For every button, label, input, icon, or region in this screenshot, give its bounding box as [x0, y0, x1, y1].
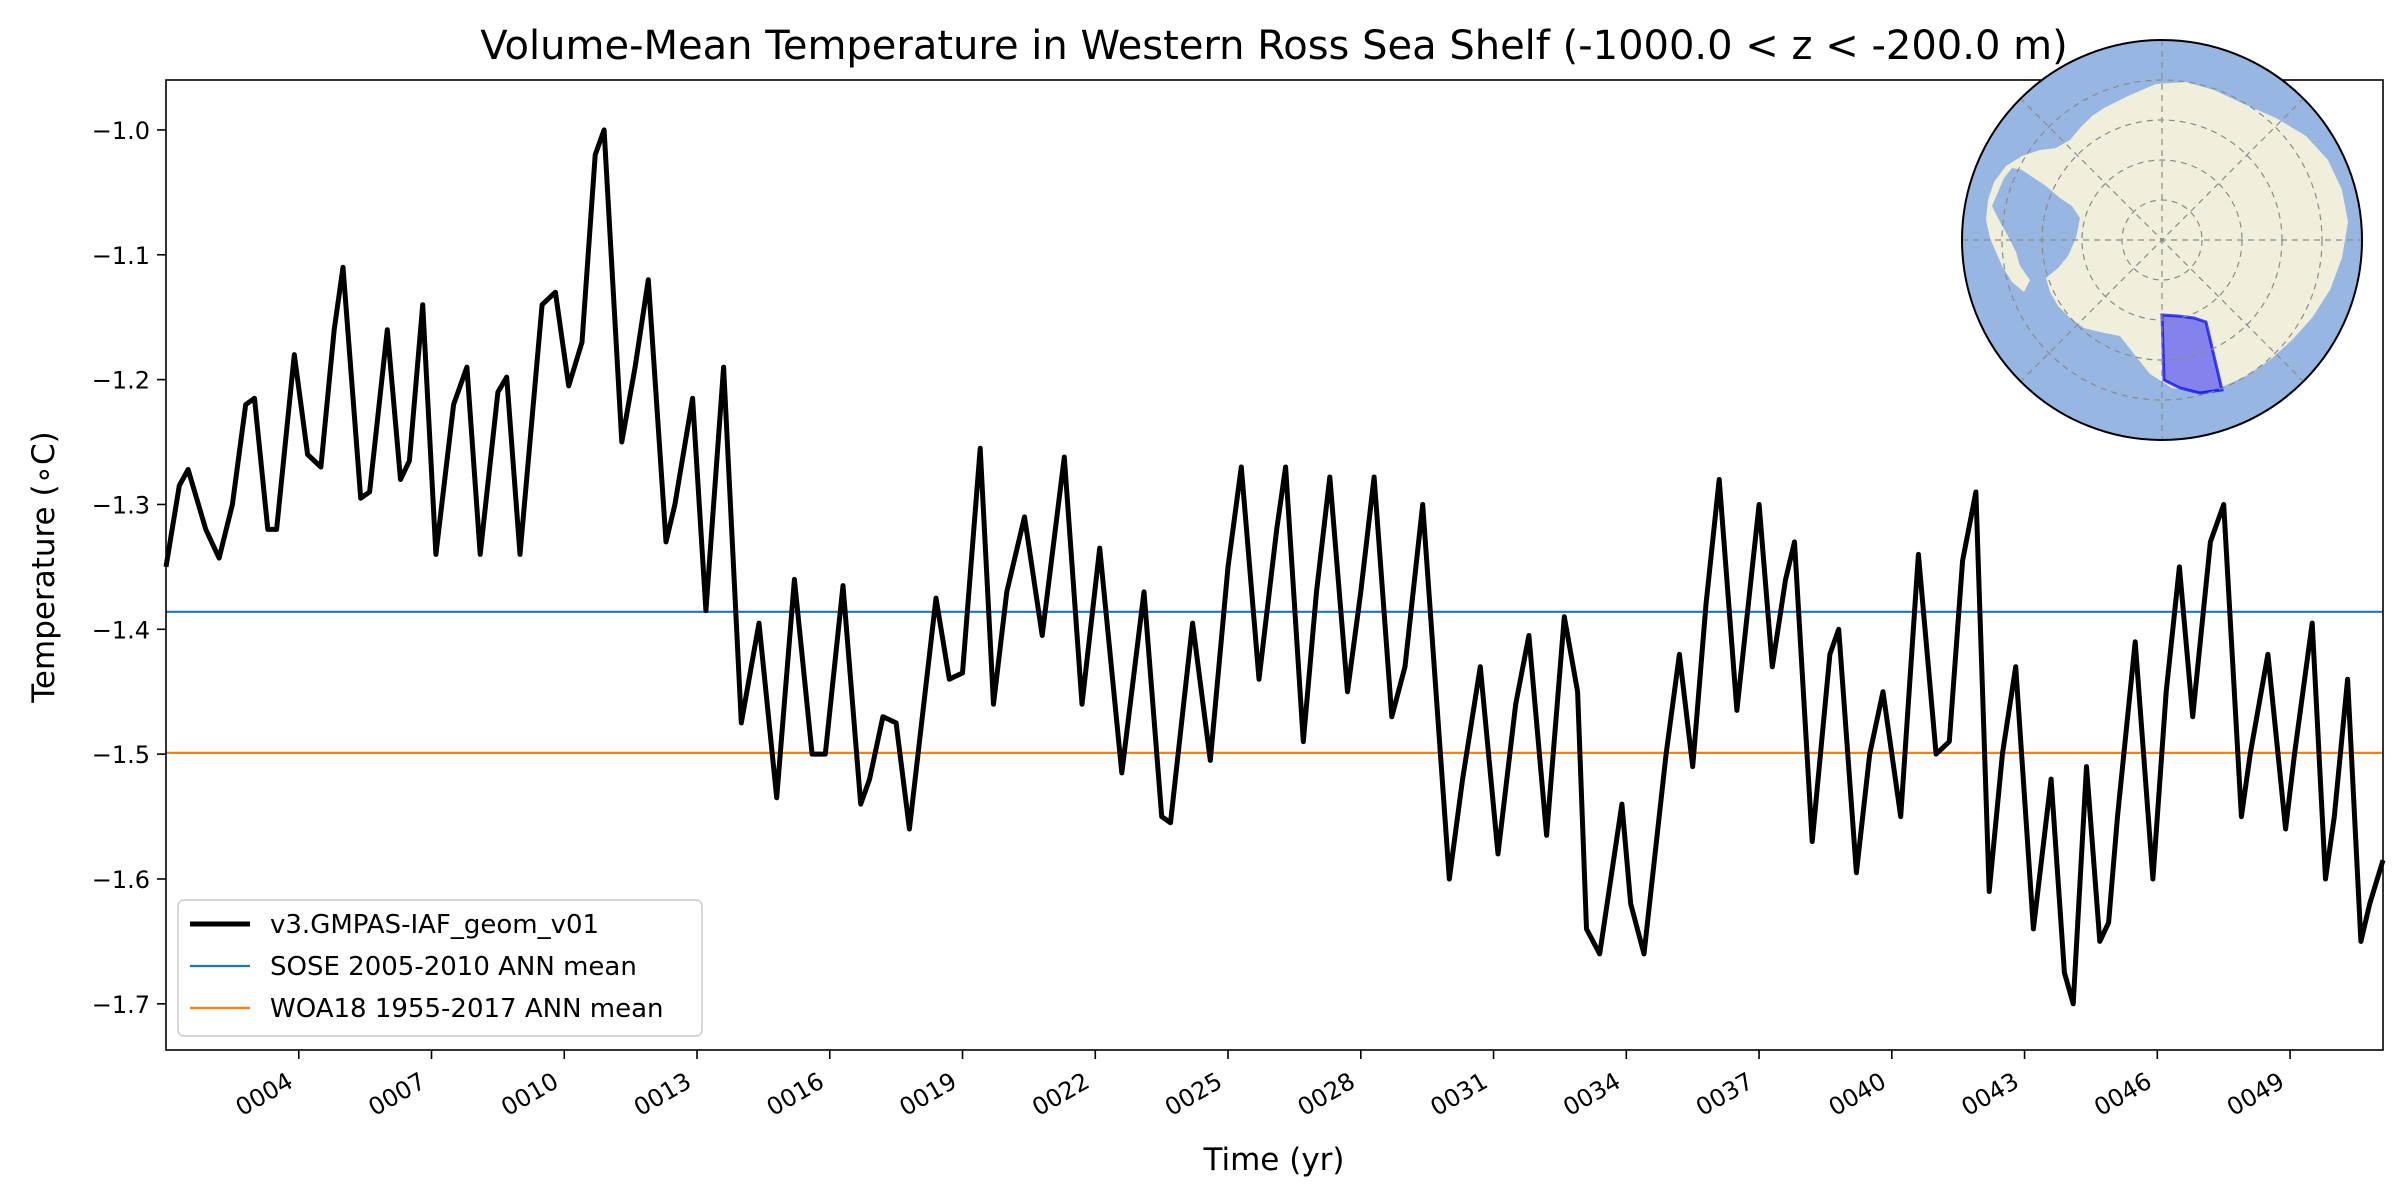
plot-area: [163, 127, 2386, 1007]
y-tick-label: −1.7: [92, 991, 150, 1019]
model-temperature-series-line: [163, 127, 2386, 1007]
legend: v3.GMPAS-IAF_geom_v01 SOSE 2005-2010 ANN…: [177, 899, 703, 1037]
y-tick-label: −1.3: [92, 491, 150, 519]
legend-label-model: v3.GMPAS-IAF_geom_v01: [270, 910, 599, 940]
axes-frame: [165, 79, 2384, 1051]
y-tick-label: −1.5: [92, 741, 150, 769]
y-tick-label: −1.1: [92, 242, 150, 270]
legend-box: [177, 899, 703, 1037]
y-axis-label: Temperature (∘C): [26, 431, 62, 703]
antarctica-landmass: [1986, 82, 2348, 392]
chart-title: Volume-Mean Temperature in Western Ross …: [480, 23, 2067, 69]
legend-label-woa18: WOA18 1955-2017 ANN mean: [270, 994, 664, 1024]
y-tick-label: −1.2: [92, 367, 150, 395]
y-tick-label: −1.0: [92, 117, 150, 145]
legend-label-sose: SOSE 2005-2010 ANN mean: [270, 952, 637, 982]
y-tick-label: −1.6: [92, 866, 150, 894]
map-boundary: [1961, 39, 2363, 441]
x-axis-label: Time (yr): [1203, 1142, 1345, 1178]
antarctica-inset-map: [1961, 39, 2363, 441]
y-tick-label: −1.4: [92, 616, 150, 644]
graticule: [1962, 40, 2362, 440]
